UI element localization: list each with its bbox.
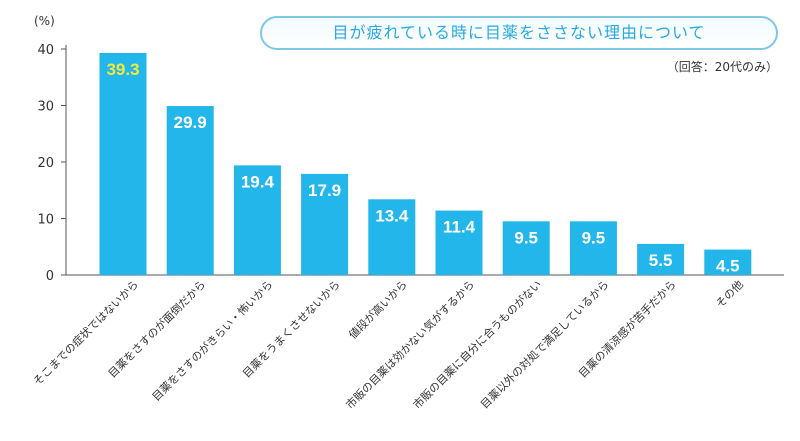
bar [502, 221, 550, 275]
bar-value-label: 17.9 [308, 181, 341, 200]
bar-value-label: 9.5 [582, 228, 606, 247]
y-tick-label: 40 [37, 43, 54, 58]
bar-value-label: 9.5 [514, 228, 538, 247]
category-label: 目薬以外の対処で満足しているから [477, 277, 611, 411]
bar-value-label: 19.4 [241, 172, 275, 191]
bar [301, 173, 349, 275]
category-label: 目薬をさすのがきらい・怖いから [149, 277, 276, 404]
category-label: 市販の目薬は効かない気がするから [343, 277, 477, 411]
bar [637, 243, 685, 275]
bar [233, 165, 281, 275]
chart-title: 目が疲れている時に目薬をささない理由について [260, 16, 778, 50]
chart-subtitle: （回答：20代のみ） [666, 60, 778, 74]
bar [99, 52, 147, 275]
bar [166, 106, 214, 275]
bar-value-label: 13.4 [375, 206, 409, 225]
y-tick-label: 0 [46, 269, 54, 284]
category-label: 市販の目薬に自分に合うものがない [410, 277, 544, 411]
bar [368, 199, 416, 275]
bar-value-label: 5.5 [649, 251, 673, 270]
y-tick-label: 20 [37, 156, 54, 171]
category-label: 値段が高いから [346, 277, 410, 341]
y-axis-unit-label: (%) [34, 14, 55, 28]
bar [569, 221, 617, 275]
category-label: その他 [713, 278, 746, 311]
bar-value-label: 29.9 [174, 113, 207, 132]
y-tick-label: 30 [37, 100, 54, 115]
category-label: そこまでの症状ではないから [30, 277, 141, 388]
bar [435, 210, 483, 275]
bar [704, 249, 752, 275]
bar-value-label: 11.4 [443, 218, 476, 237]
bar-value-label: 4.5 [716, 257, 740, 276]
bar-value-label: 39.3 [106, 60, 139, 79]
y-tick-label: 10 [37, 213, 54, 228]
